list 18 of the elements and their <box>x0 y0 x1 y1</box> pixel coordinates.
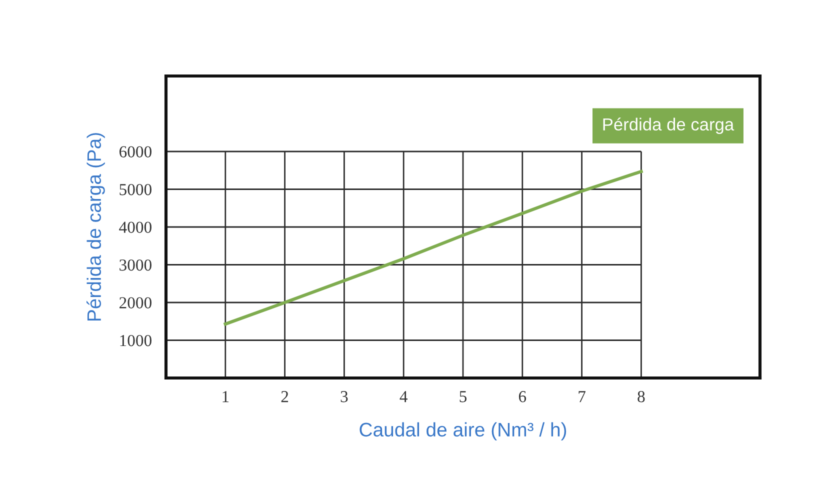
text: Pérdida de carga <box>603 118 734 134</box>
x-tick-label: 6 <box>518 391 526 402</box>
y-tick-label: 2000 <box>120 297 152 308</box>
y-tick-label: 6000 <box>119 146 152 158</box>
x-axis-title: Caudal de aire (Nm³ / h) <box>360 422 566 440</box>
x-tick-label: 2 <box>281 391 288 402</box>
y-tick-label: 3000 <box>120 259 152 271</box>
y-tick-label: 1000 <box>120 334 152 346</box>
x-tick-label: 5 <box>460 391 467 402</box>
x-tick-label: 4 <box>400 391 408 402</box>
y-axis-title: Pérdida de carga (Pa) <box>86 133 105 321</box>
y-tick-label: 4000 <box>119 222 152 233</box>
x-tick-label: 7 <box>578 391 586 402</box>
line-series <box>224 170 643 326</box>
x-tick-label: 8 <box>638 390 645 402</box>
y-tick-label: 5000 <box>120 184 152 196</box>
x-tick-label: 3 <box>340 391 348 402</box>
x-tick-label: 1 <box>222 391 229 402</box>
